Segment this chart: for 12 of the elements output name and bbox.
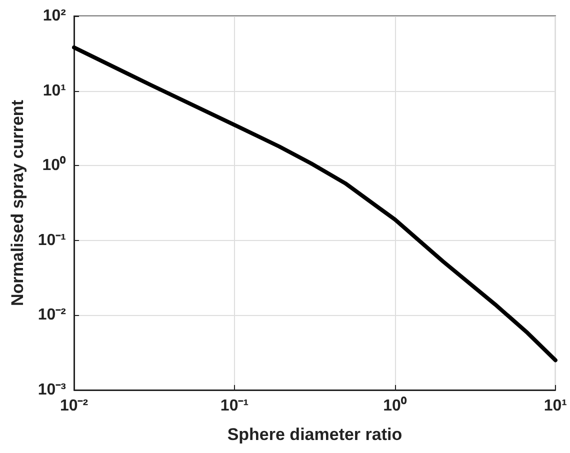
x-tick-label: 10¹ (544, 398, 567, 414)
x-tick-label: 10⁰ (383, 396, 407, 414)
y-tick-label: 10¹ (42, 82, 66, 100)
y-tick-label: 10⁻³ (38, 382, 66, 398)
y-tick-label: 10² (42, 8, 66, 24)
x-tick-label: 10⁻² (60, 398, 88, 414)
x-tick-label: 10⁻¹ (220, 398, 249, 414)
y-axis-title: Normalised spray current (8, 100, 27, 306)
x-axis-title: Sphere diameter ratio (227, 425, 402, 444)
y-tick-label: 10⁰ (42, 156, 66, 174)
y-tick-label: 10⁻¹ (38, 232, 66, 249)
y-tick-label: 10⁻² (38, 306, 66, 324)
